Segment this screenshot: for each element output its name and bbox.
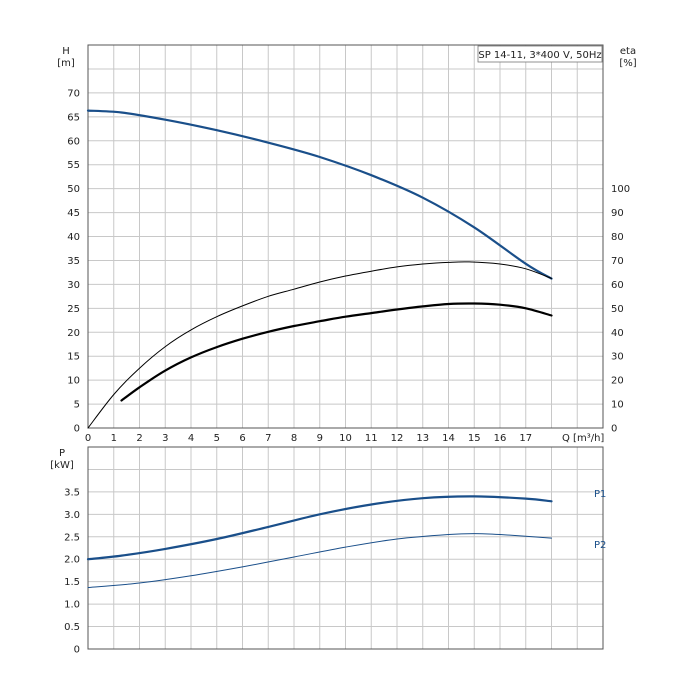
y-tick-label: 35 xyxy=(67,256,80,267)
y2-tick-label: 20 xyxy=(611,376,624,387)
x-tick-label: 15 xyxy=(468,433,481,444)
y2-tick-label: 60 xyxy=(611,280,624,291)
y-axis-label-h: H xyxy=(62,46,70,57)
x-tick-label: 5 xyxy=(214,433,220,444)
y-tick-label: 0 xyxy=(74,424,80,435)
x-tick-label: 12 xyxy=(391,433,404,444)
y-tick-label: 60 xyxy=(67,136,80,147)
y2-tick-label: 40 xyxy=(611,328,624,339)
p1-curve xyxy=(86,495,553,561)
p-tick-label: 2.0 xyxy=(64,555,80,566)
x-tick-label: 4 xyxy=(188,433,194,444)
y-tick-label: 40 xyxy=(67,232,80,243)
y-tick-label: 55 xyxy=(67,160,80,171)
head-curve xyxy=(86,109,553,280)
tick-labels: 0510152025303540455055606570010203040506… xyxy=(64,88,630,655)
title-box xyxy=(477,45,603,63)
y2-tick-label: 10 xyxy=(611,400,624,411)
y-tick-label: 15 xyxy=(67,352,80,363)
lower-grid xyxy=(88,447,603,649)
p-tick-label: 1.5 xyxy=(64,577,80,588)
p-tick-label: 0.5 xyxy=(64,622,80,633)
x-tick-label: 14 xyxy=(442,433,455,444)
x-tick-label: 17 xyxy=(519,433,532,444)
y-axis-label-p: P xyxy=(59,448,65,459)
x-tick-label: 2 xyxy=(136,433,142,444)
y2-tick-label: 90 xyxy=(611,208,624,219)
y2-tick-label: 70 xyxy=(611,256,624,267)
y2-axis-label-eta: eta xyxy=(620,46,636,57)
p-tick-label: 2.5 xyxy=(64,532,80,543)
y2-tick-label: 100 xyxy=(611,184,630,195)
p-tick-label: 3.5 xyxy=(64,487,80,498)
y-tick-label: 20 xyxy=(67,328,80,339)
x-tick-label: 13 xyxy=(416,433,429,444)
y2-tick-label: 0 xyxy=(611,424,617,435)
x-tick-label: 3 xyxy=(162,433,168,444)
y-tick-label: 45 xyxy=(67,208,80,219)
y-tick-label: 70 xyxy=(67,88,80,99)
y-tick-label: 10 xyxy=(67,376,80,387)
x-axis-label-q: Q [m³/h] xyxy=(562,433,604,444)
y-tick-label: 25 xyxy=(67,304,80,315)
y-axis-unit-kw: [kW] xyxy=(50,460,74,471)
p-tick-label: 3.0 xyxy=(64,510,80,521)
upper-grid xyxy=(88,45,603,428)
efficiency-curve-thin xyxy=(87,261,552,429)
series-label-p1: P1 xyxy=(594,489,606,500)
y-axis-unit-m: [m] xyxy=(57,58,75,69)
x-tick-label: 7 xyxy=(265,433,271,444)
lower-plot-frame xyxy=(87,446,604,650)
p-tick-label: 0 xyxy=(74,645,80,656)
y2-tick-label: 80 xyxy=(611,232,624,243)
y-tick-label: 50 xyxy=(67,184,80,195)
x-tick-label: 9 xyxy=(317,433,323,444)
y2-tick-label: 30 xyxy=(611,352,624,363)
x-tick-label: 0 xyxy=(85,433,91,444)
y2-tick-label: 50 xyxy=(611,304,624,315)
p-tick-label: 1.0 xyxy=(64,600,80,611)
p2-curve xyxy=(87,533,552,588)
x-tick-label: 10 xyxy=(339,433,352,444)
chart-title: SP 14-11, 3*400 V, 50Hz xyxy=(478,50,601,61)
y-tick-label: 5 xyxy=(74,400,80,411)
upper-plot-frame xyxy=(87,44,604,429)
efficiency-curve-thick xyxy=(120,302,553,402)
x-tick-label: 16 xyxy=(494,433,507,444)
x-tick-label: 6 xyxy=(239,433,245,444)
x-tick-label: 1 xyxy=(111,433,117,444)
y-tick-label: 30 xyxy=(67,280,80,291)
y2-axis-unit-percent: [%] xyxy=(619,58,636,69)
x-tick-label: 11 xyxy=(365,433,378,444)
series-label-p2: P2 xyxy=(594,540,606,551)
y-tick-label: 65 xyxy=(67,112,80,123)
lower-series xyxy=(86,495,553,588)
upper-series xyxy=(86,109,553,429)
x-tick-label: 8 xyxy=(291,433,297,444)
